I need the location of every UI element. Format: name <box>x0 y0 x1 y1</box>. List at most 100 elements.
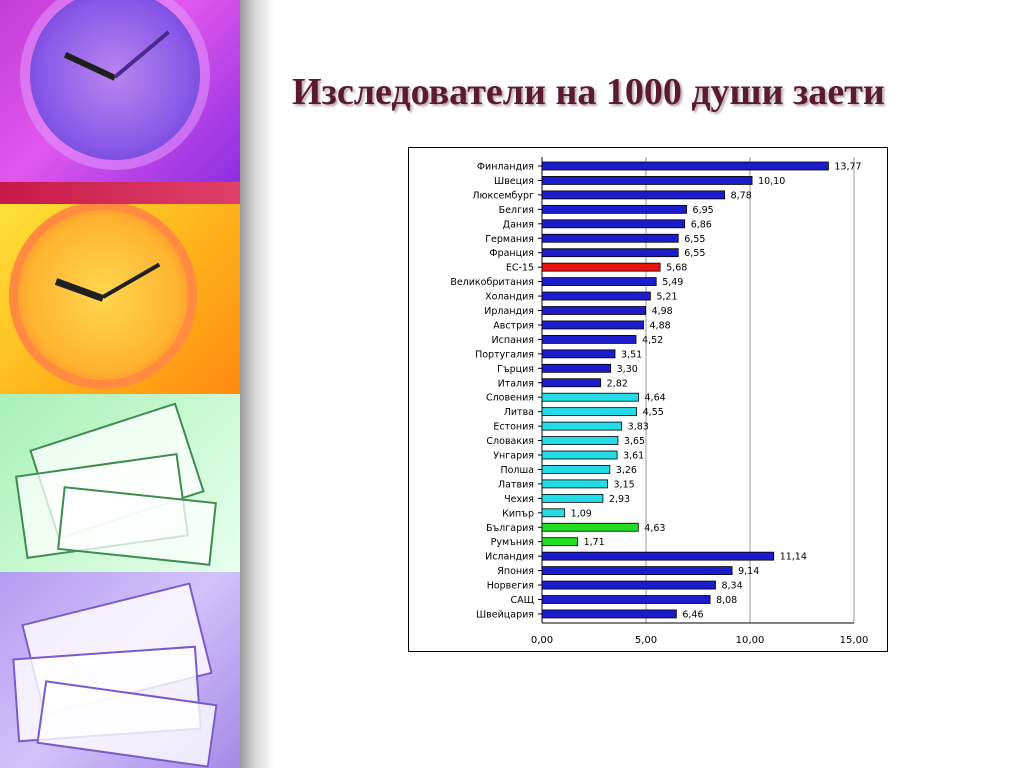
bar <box>541 190 726 200</box>
data-label: 11,14 <box>780 552 807 563</box>
data-label: 1,71 <box>584 537 605 548</box>
category-label: Литва <box>504 407 534 418</box>
data-label: 9,14 <box>738 566 759 577</box>
category-label: Дания <box>503 219 534 230</box>
data-label: 8,08 <box>716 595 737 606</box>
bar-chart: 0,00 5,00 10,00 15,00 Финландия 13,77 Швеция 10… <box>408 147 888 652</box>
data-label: 6,86 <box>691 219 712 230</box>
bar <box>541 277 657 287</box>
category-label: Латвия <box>498 479 534 490</box>
bar <box>541 262 661 272</box>
category-label: ЕС-15 <box>506 263 534 274</box>
x-tick-label: 5,00 <box>635 635 657 646</box>
bar <box>541 233 679 243</box>
bar <box>541 508 566 518</box>
bar <box>541 537 578 547</box>
data-label: 2,93 <box>609 494 630 505</box>
category-label: Гърция <box>497 364 534 375</box>
data-label: 1,09 <box>571 508 592 519</box>
data-label: 8,34 <box>721 581 742 592</box>
bar <box>541 493 604 503</box>
bar <box>541 204 687 214</box>
data-label: 6,55 <box>684 234 705 245</box>
decorative-band <box>0 182 240 204</box>
data-label: 10,10 <box>758 176 785 187</box>
category-label: Полша <box>500 465 534 476</box>
x-tick-label: 10,00 <box>736 635 765 646</box>
category-label: Италия <box>498 378 534 389</box>
data-label: 3,61 <box>623 451 644 462</box>
bar <box>541 378 602 388</box>
bar <box>541 465 611 474</box>
category-label: Белгия <box>499 205 534 216</box>
bar <box>541 609 677 619</box>
green-papers-photo <box>0 394 240 572</box>
bar <box>541 436 619 445</box>
purple-clock-photo <box>0 0 240 182</box>
orange-clock-photo <box>0 204 240 394</box>
category-label: Унгария <box>493 451 534 462</box>
chart-canvas: 0,00 5,00 10,00 15,00 Финландия 13,77 Швеция 10… <box>450 157 869 646</box>
data-label: 5,21 <box>656 292 677 303</box>
category-label: Словакия <box>486 436 534 447</box>
clock-icon <box>18 210 188 380</box>
data-label: 4,98 <box>652 306 673 317</box>
bar <box>541 248 679 258</box>
bar <box>541 176 753 185</box>
data-label: 6,95 <box>693 205 714 216</box>
data-label: 6,55 <box>684 248 705 259</box>
bar <box>541 479 608 489</box>
category-label: Испания <box>492 335 534 346</box>
data-label: 4,88 <box>650 320 671 331</box>
category-label: Швеция <box>494 176 534 187</box>
data-label: 6,46 <box>682 609 703 620</box>
strip-shadow <box>240 0 274 768</box>
category-label: Румъния <box>491 537 534 548</box>
category-label: Финландия <box>477 162 534 173</box>
category-label: Португалия <box>475 349 534 360</box>
data-label: 13,77 <box>834 162 861 173</box>
bar <box>541 566 733 576</box>
data-label: 5,68 <box>666 263 687 274</box>
data-label: 8,78 <box>731 190 752 201</box>
bar <box>541 363 612 373</box>
bar <box>541 219 686 229</box>
clock-icon <box>30 0 200 160</box>
category-label: САЩ <box>510 595 534 606</box>
data-label: 3,83 <box>628 422 649 433</box>
category-label: Япония <box>497 566 534 577</box>
data-label: 4,64 <box>645 393 666 404</box>
bar <box>541 522 639 532</box>
category-label: Холандия <box>485 292 534 303</box>
bar <box>541 306 646 315</box>
data-label: 5,49 <box>662 277 683 288</box>
data-label: 3,26 <box>616 465 637 476</box>
category-label: Австрия <box>493 320 534 331</box>
category-label: Ирландия <box>484 306 534 317</box>
data-label: 4,55 <box>643 407 664 418</box>
bar <box>541 551 775 561</box>
decorative-photo-strip <box>0 0 240 768</box>
slide-title: Изследователи на 1000 души заети <box>292 71 885 113</box>
category-label: Кипър <box>502 508 534 519</box>
category-label: Швейцария <box>476 609 534 620</box>
category-label: Естония <box>493 422 534 433</box>
data-label: 3,51 <box>621 349 642 360</box>
category-label: Чехия <box>504 494 534 505</box>
bar <box>541 334 637 344</box>
bar <box>541 349 616 359</box>
x-tick-label: 15,00 <box>840 635 869 646</box>
bar <box>541 291 651 301</box>
x-tick-label: 0,00 <box>531 635 553 646</box>
category-label: Франция <box>489 248 534 259</box>
bar <box>541 407 638 417</box>
category-label: Словения <box>486 393 534 404</box>
data-label: 3,15 <box>614 479 635 490</box>
data-label: 2,82 <box>607 378 628 389</box>
bar <box>541 161 829 171</box>
bar <box>541 392 639 402</box>
category-label: Великобритания <box>450 277 534 288</box>
data-label: 4,52 <box>642 335 663 346</box>
category-label: Исландия <box>485 552 534 563</box>
data-label: 3,30 <box>617 364 638 375</box>
